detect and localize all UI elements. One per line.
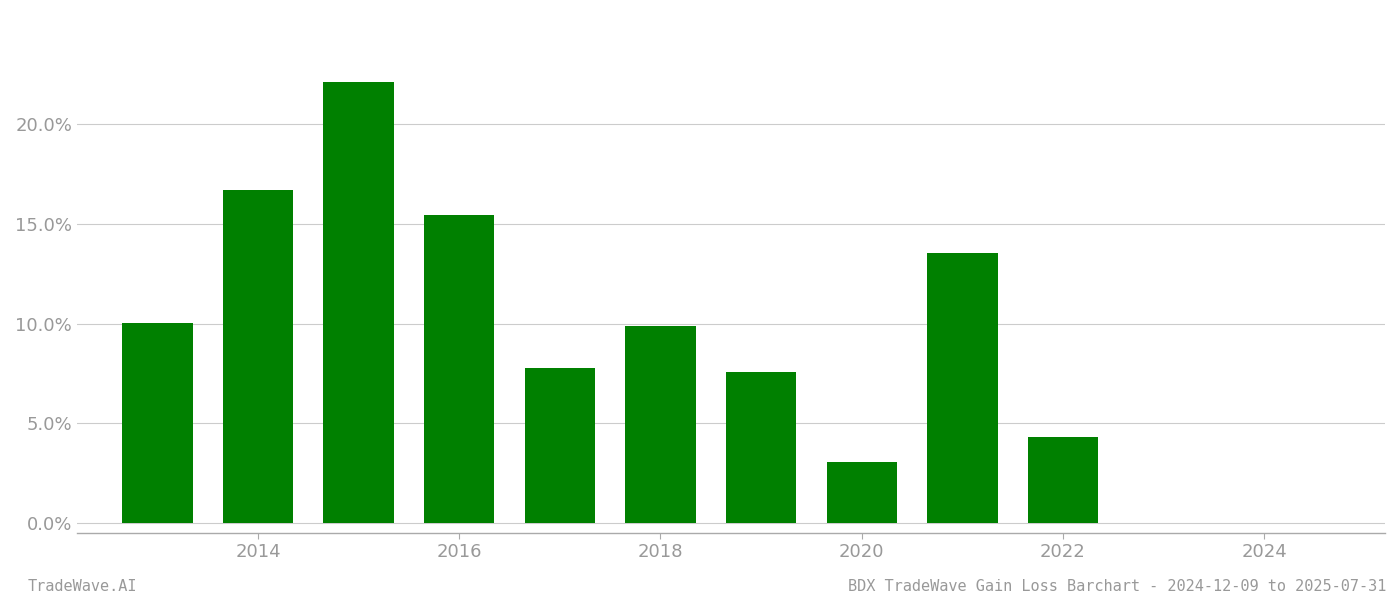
Bar: [927, 253, 998, 523]
Bar: [826, 462, 897, 523]
Text: BDX TradeWave Gain Loss Barchart - 2024-12-09 to 2025-07-31: BDX TradeWave Gain Loss Barchart - 2024-…: [847, 579, 1386, 594]
Bar: [122, 323, 193, 523]
Bar: [626, 326, 696, 523]
Bar: [424, 215, 494, 523]
Bar: [223, 190, 293, 523]
Bar: [323, 82, 393, 523]
Bar: [725, 373, 797, 523]
Text: TradeWave.AI: TradeWave.AI: [28, 579, 137, 594]
Bar: [1028, 437, 1098, 523]
Bar: [525, 368, 595, 523]
